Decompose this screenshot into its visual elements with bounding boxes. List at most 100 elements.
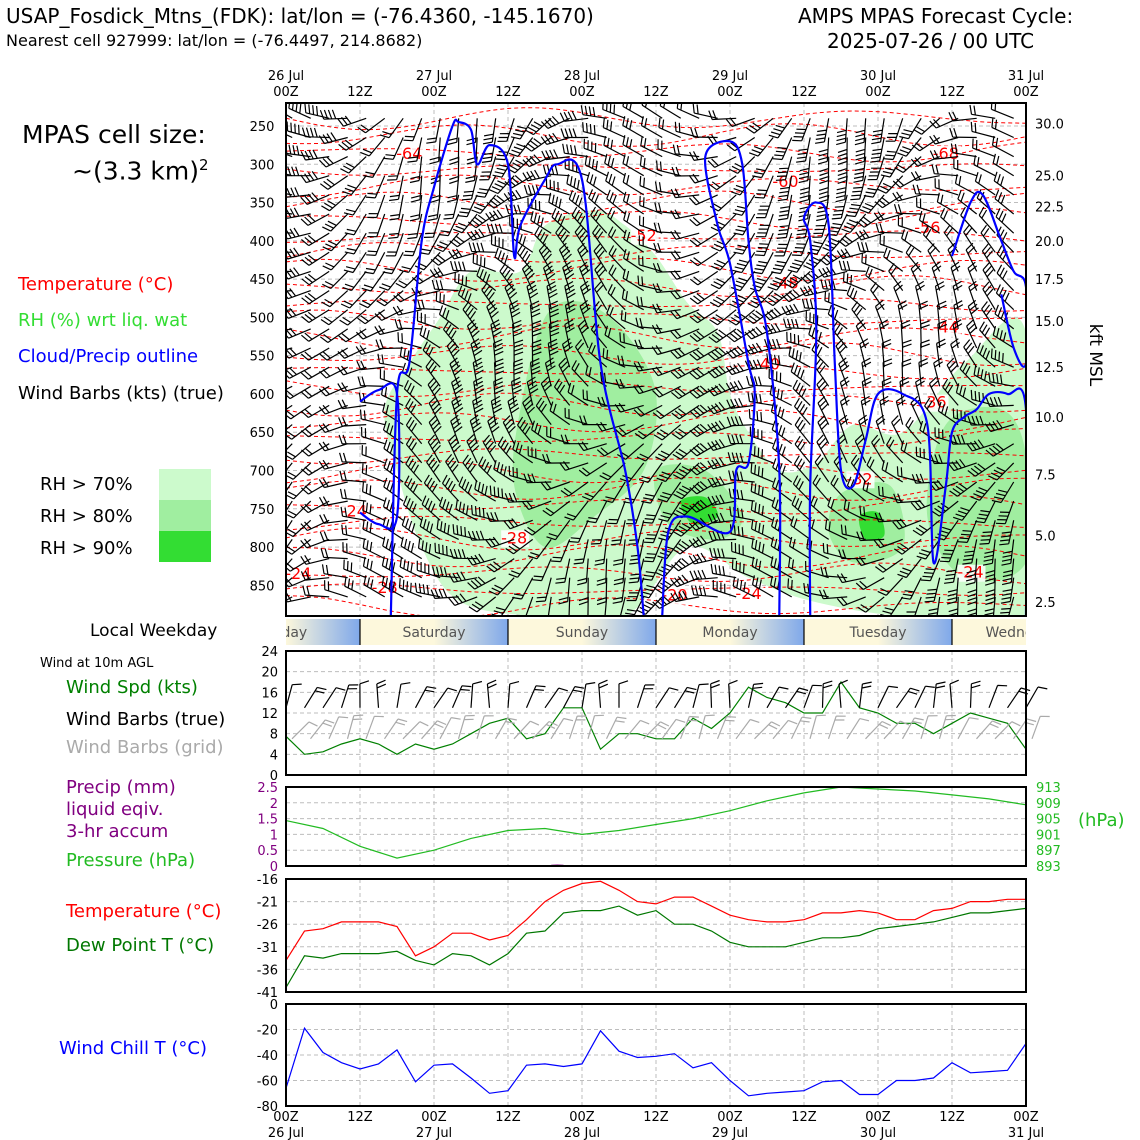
wind-barb [967, 415, 996, 426]
temperature-label-bg [340, 503, 369, 521]
wind-barb [982, 262, 996, 291]
wind-barb [339, 309, 367, 326]
wind-barb [725, 117, 755, 128]
temperature-label-bg [914, 220, 943, 238]
temperature-contour [286, 583, 1026, 596]
wind-barb [750, 463, 774, 483]
wind-barb [555, 224, 571, 253]
wind-barb [625, 596, 645, 616]
wind-barb [450, 414, 463, 444]
wind-barb [764, 290, 793, 307]
cloud-outline [802, 201, 1026, 616]
panel-tick-label: 20 [261, 666, 278, 681]
wind-barb [531, 420, 552, 445]
wind-barb [652, 303, 681, 314]
wind-barb [593, 243, 608, 272]
wind-barb [639, 156, 663, 177]
wind-barb [402, 495, 423, 521]
wind-barb [361, 445, 385, 464]
temperature-contour [286, 428, 1026, 447]
wind-barb [619, 332, 644, 349]
wind-barb [692, 103, 718, 119]
wind-barb [633, 404, 663, 417]
wind-barb [816, 377, 830, 406]
wind-barb [672, 144, 700, 158]
wind-barb [300, 149, 330, 161]
wind-barb [416, 311, 441, 330]
wind-barb [337, 115, 367, 127]
wind-barb [419, 516, 441, 540]
wind-barb-true [303, 686, 327, 709]
wind-barb [522, 500, 552, 511]
wind-barb [787, 578, 811, 598]
wind-barb [407, 213, 423, 240]
wind-barb [621, 289, 644, 311]
wind-barb [571, 360, 589, 387]
wind-barb [612, 539, 626, 566]
kft-axis-label: kft MSL [1085, 324, 1105, 387]
panel-tick-label: 24 [261, 645, 278, 660]
wind-barb [850, 175, 867, 201]
panel-tick-label: 2.5 [257, 781, 278, 796]
wind-barb [531, 320, 542, 349]
wind-barb [953, 300, 964, 330]
wind-barb-grid [310, 719, 335, 740]
pressure-line [285, 786, 1027, 859]
wind-barb [431, 279, 459, 292]
cloud-outline [950, 190, 1026, 368]
wind-barb [582, 122, 607, 139]
wind-barb [541, 149, 570, 161]
kft-tick-label: 22.5 [1035, 200, 1064, 215]
wind-barb-true [858, 681, 872, 708]
wind-barb [608, 264, 626, 292]
wind-barb [622, 135, 644, 158]
wind-barb [362, 482, 385, 502]
wind-barb [512, 319, 523, 349]
wind-barb [873, 211, 903, 222]
wind-barb [638, 255, 663, 272]
wind-barb [803, 251, 830, 271]
wind-barb-true [544, 687, 568, 709]
wind-barb [428, 396, 442, 425]
wind-barb [673, 481, 700, 500]
wind-barb [381, 575, 404, 598]
wind-barb [300, 404, 330, 419]
kft-tick-label: 20.0 [1035, 235, 1064, 250]
wind-barb [318, 156, 348, 168]
wind-barb-true [359, 680, 370, 708]
wind-barb [800, 270, 829, 284]
wind-barb [707, 494, 737, 506]
wind-barb-grid [790, 716, 812, 740]
wind-barb [582, 389, 607, 406]
wind-barb [577, 441, 607, 452]
wind-barb [988, 372, 1014, 387]
wind-barb [603, 135, 626, 158]
wind-barb [357, 376, 385, 387]
wind-barb [837, 232, 867, 247]
wind-barb [819, 251, 848, 266]
wind-barb [771, 497, 793, 521]
wind-barb [506, 156, 534, 174]
panel-tick-label: 12 [261, 707, 278, 722]
wind-barb [581, 481, 608, 501]
bottom-hour-label: 12Z [347, 1110, 373, 1125]
wind-barb [836, 573, 866, 584]
wind-barb [995, 207, 1015, 234]
weekday-name: Saturday [402, 625, 465, 641]
wind-barb [689, 366, 718, 380]
wind-barb-grid [827, 715, 846, 739]
bottom-hour-label: 00Z [717, 1110, 743, 1125]
wind-barb [786, 331, 811, 349]
wind-barb [984, 419, 1014, 433]
wind-barb [874, 194, 904, 209]
wind-barb [709, 547, 737, 560]
wind-barb [622, 154, 645, 177]
wind-barb [954, 174, 977, 196]
wind-barb [633, 361, 663, 372]
wind-barb [973, 155, 996, 177]
pressure-tick-label: 600 [250, 388, 275, 403]
wind-barb [877, 577, 904, 596]
wind-barb [652, 262, 681, 273]
temperature-label-bg [957, 564, 986, 582]
wind-barb [893, 538, 922, 555]
